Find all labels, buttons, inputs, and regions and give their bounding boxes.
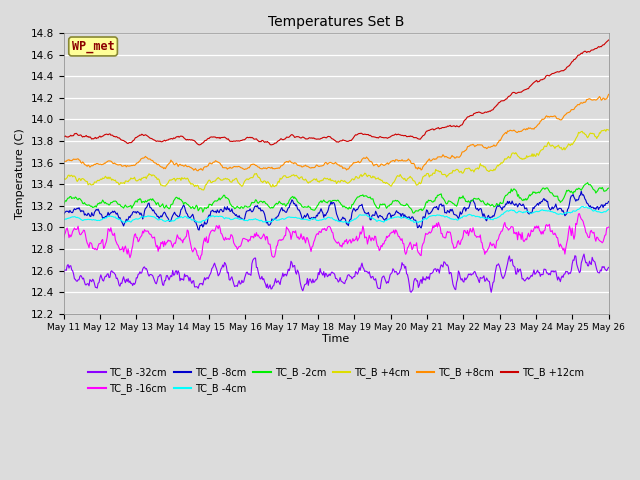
TC_B +8cm (382, 161, 390, 167)
TC_B +4cm (156, 180, 164, 186)
TC_B -8cm (307, 215, 315, 221)
TC_B -32cm (605, 264, 612, 270)
TC_B -16cm (424, 230, 432, 236)
Y-axis label: Temperature (C): Temperature (C) (15, 128, 25, 219)
TC_B -2cm (60, 202, 67, 208)
TC_B -16cm (471, 232, 479, 238)
TC_B -2cm (471, 195, 479, 201)
TC_B -16cm (382, 238, 390, 243)
TC_B -8cm (577, 188, 585, 194)
TC_B +4cm (200, 187, 207, 193)
TC_B -2cm (424, 197, 432, 203)
TC_B -8cm (424, 211, 432, 217)
TC_B -32cm (424, 276, 431, 281)
TC_B -16cm (196, 257, 204, 263)
TC_B -8cm (382, 216, 390, 221)
TC_B +12cm (424, 128, 432, 133)
Line: TC_B -32cm: TC_B -32cm (63, 254, 609, 292)
TC_B +4cm (201, 185, 209, 191)
TC_B -4cm (307, 217, 314, 223)
Line: TC_B -8cm: TC_B -8cm (63, 191, 609, 230)
TC_B -32cm (381, 276, 388, 281)
TC_B -8cm (605, 199, 612, 204)
Line: TC_B +8cm: TC_B +8cm (63, 95, 609, 171)
TC_B +8cm (60, 159, 67, 165)
TC_B -2cm (307, 204, 314, 210)
TC_B +4cm (605, 127, 612, 133)
Line: TC_B -4cm: TC_B -4cm (63, 206, 609, 223)
TC_B -16cm (60, 236, 67, 241)
TC_B +4cm (382, 180, 390, 186)
TC_B -4cm (346, 220, 353, 226)
TC_B +8cm (307, 165, 315, 171)
TC_B -32cm (156, 272, 164, 277)
TC_B +12cm (156, 138, 164, 144)
TC_B +12cm (382, 135, 390, 141)
TC_B -4cm (60, 217, 67, 223)
TC_B +8cm (471, 144, 479, 150)
TC_B +12cm (471, 110, 479, 116)
TC_B -16cm (307, 249, 315, 254)
TC_B -4cm (605, 206, 612, 212)
TC_B -4cm (200, 217, 207, 223)
TC_B +12cm (60, 134, 67, 140)
TC_B -8cm (195, 227, 203, 233)
TC_B +4cm (424, 171, 432, 177)
Title: Temperatures Set B: Temperatures Set B (268, 15, 404, 29)
TC_B -8cm (156, 214, 164, 220)
TC_B -32cm (60, 272, 67, 278)
TC_B -4cm (471, 213, 479, 219)
TC_B +8cm (605, 92, 612, 97)
X-axis label: Time: Time (323, 334, 349, 344)
TC_B +8cm (424, 157, 432, 163)
Text: WP_met: WP_met (72, 40, 115, 53)
TC_B -2cm (200, 207, 207, 213)
Legend: TC_B -32cm, TC_B -16cm, TC_B -8cm, TC_B -4cm, TC_B -2cm, TC_B +4cm, TC_B +8cm, T: TC_B -32cm, TC_B -16cm, TC_B -8cm, TC_B … (84, 363, 588, 398)
TC_B -8cm (201, 219, 209, 225)
TC_B -4cm (424, 214, 432, 220)
TC_B +12cm (605, 37, 612, 43)
TC_B +8cm (195, 168, 202, 174)
TC_B +8cm (156, 163, 164, 169)
TC_B +12cm (195, 142, 203, 148)
TC_B -32cm (487, 289, 495, 295)
TC_B -16cm (156, 246, 164, 252)
TC_B -4cm (156, 216, 164, 222)
TC_B -32cm (200, 278, 207, 284)
TC_B -2cm (156, 204, 164, 210)
TC_B +12cm (307, 135, 315, 141)
Line: TC_B -16cm: TC_B -16cm (63, 214, 609, 260)
TC_B -2cm (410, 210, 418, 216)
TC_B +12cm (201, 138, 209, 144)
TC_B +8cm (201, 164, 209, 170)
TC_B -4cm (579, 204, 587, 209)
TC_B -4cm (382, 217, 390, 223)
Line: TC_B +12cm: TC_B +12cm (63, 40, 609, 145)
TC_B -8cm (471, 201, 479, 206)
TC_B -2cm (584, 180, 591, 185)
Line: TC_B +4cm: TC_B +4cm (63, 130, 609, 190)
TC_B -16cm (575, 211, 583, 216)
TC_B -32cm (580, 251, 588, 257)
TC_B +4cm (471, 167, 479, 173)
TC_B -32cm (307, 276, 314, 282)
TC_B +4cm (60, 177, 67, 183)
TC_B -2cm (605, 185, 612, 191)
Line: TC_B -2cm: TC_B -2cm (63, 182, 609, 213)
TC_B -8cm (60, 212, 67, 217)
TC_B +4cm (603, 127, 611, 132)
TC_B -32cm (470, 269, 477, 275)
TC_B -2cm (381, 201, 388, 207)
TC_B +4cm (307, 179, 315, 184)
TC_B -16cm (201, 235, 209, 241)
TC_B -16cm (605, 224, 612, 230)
